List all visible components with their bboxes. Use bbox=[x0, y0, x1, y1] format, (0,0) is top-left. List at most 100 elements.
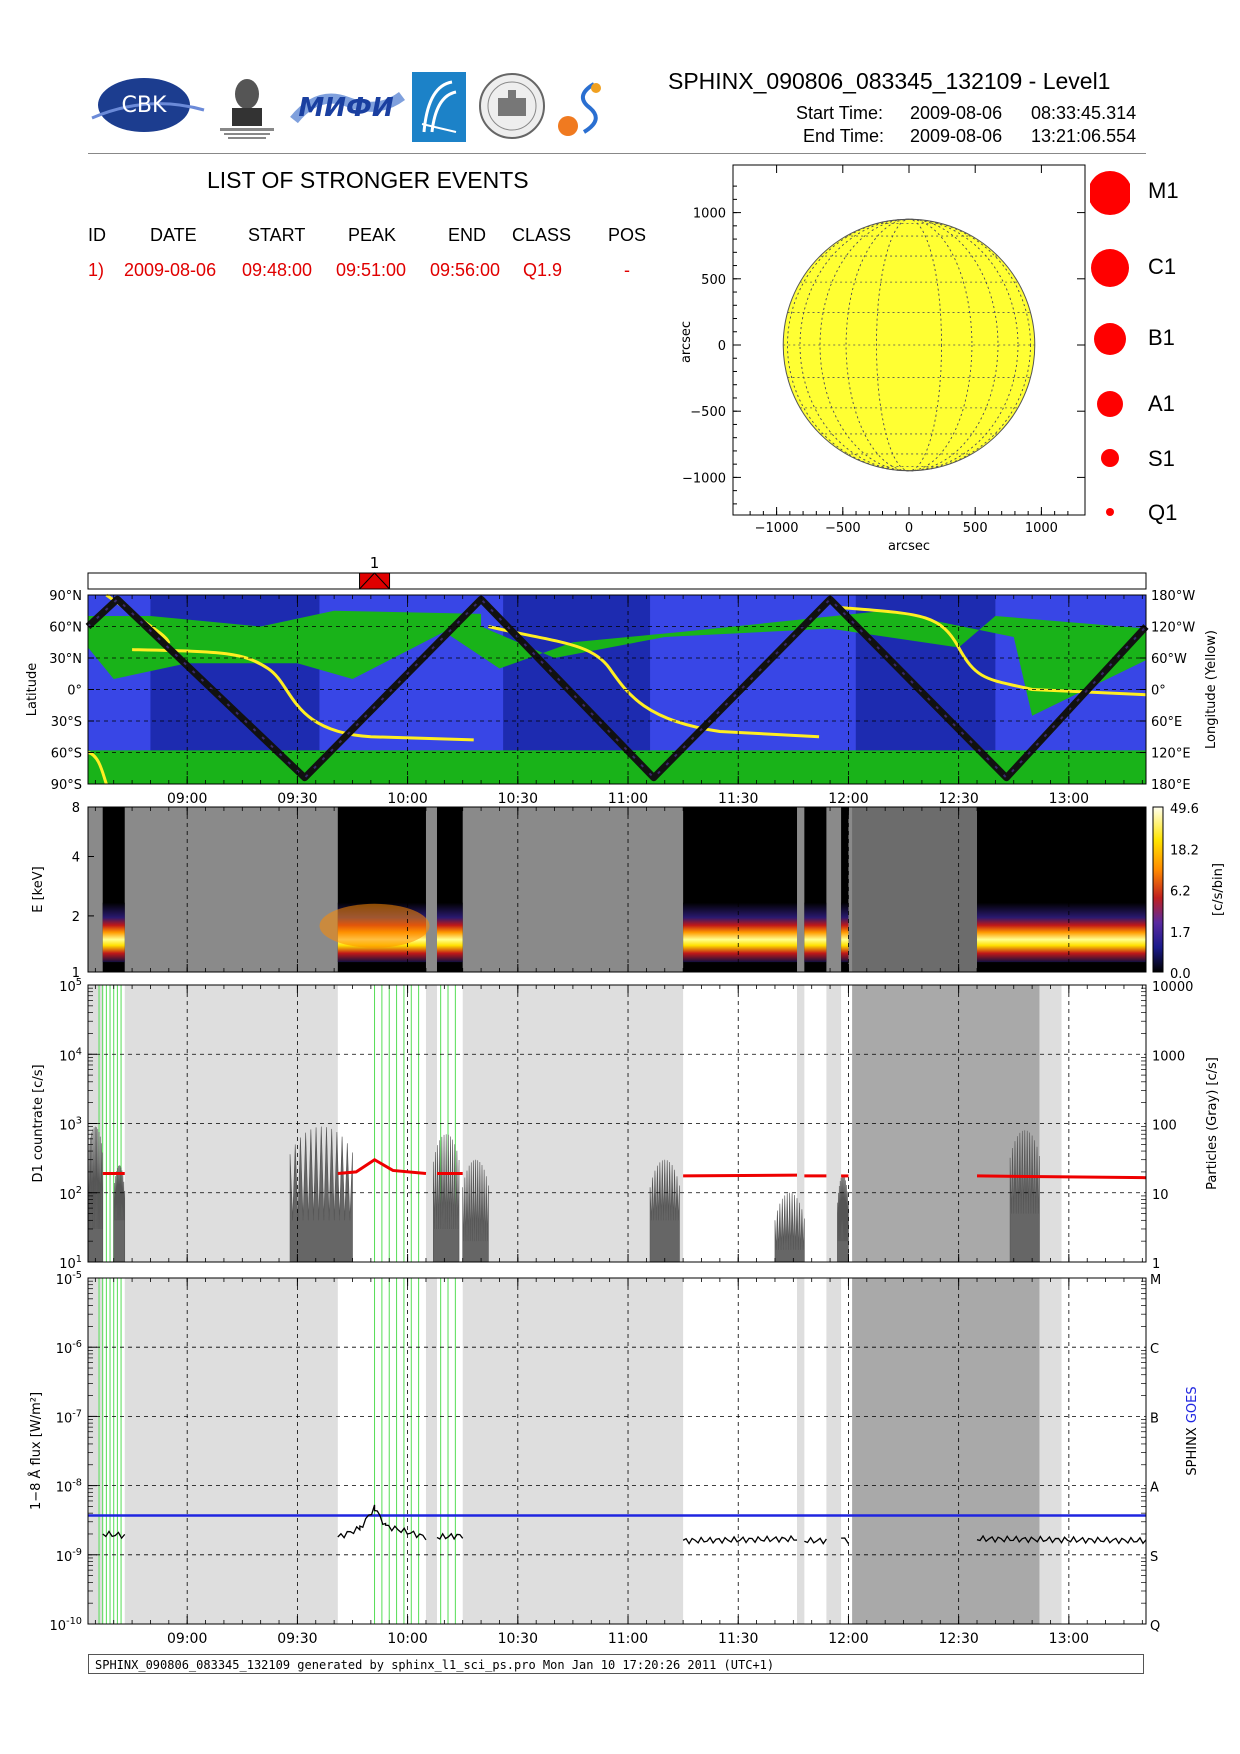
time-tick-label: 10:30 bbox=[498, 791, 538, 807]
orbit-ytick-label: 60°S bbox=[51, 747, 82, 762]
disk-longitude-line bbox=[787, 218, 1031, 472]
cbk-logo-text: CBK bbox=[122, 93, 167, 118]
orbit-logo bbox=[554, 76, 618, 140]
disk-xtick-label: −1000 bbox=[755, 521, 799, 536]
colorbar-tick-label: 18.2 bbox=[1170, 843, 1199, 858]
count-y2tick-label: 1000 bbox=[1152, 1049, 1185, 1064]
col-class: CLASS bbox=[512, 225, 572, 245]
col-date: DATE bbox=[150, 225, 197, 245]
event-class: Q1.9 bbox=[523, 260, 563, 280]
disk-xtick-label: 0 bbox=[905, 521, 913, 536]
count-ylabel: D1 countrate [c/s] bbox=[31, 1064, 46, 1182]
countrate-series bbox=[683, 1173, 798, 1178]
start-date: 2009-08-06 bbox=[910, 103, 1003, 123]
legend-q1: Q1 bbox=[1148, 500, 1178, 525]
time-tick-label: 12:00 bbox=[828, 791, 868, 807]
arc-logo bbox=[412, 72, 466, 142]
flux-legend: SPHINX GOES bbox=[1185, 1386, 1200, 1475]
spectrogram-band bbox=[841, 902, 849, 963]
countrate-series bbox=[337, 1157, 427, 1175]
spec-ytick-label: 1 bbox=[72, 966, 80, 981]
particle-burst bbox=[837, 1175, 849, 1263]
event-peak: 09:51:00 bbox=[336, 260, 407, 280]
time-tick-label: 09:30 bbox=[277, 1631, 317, 1647]
col-start: START bbox=[248, 225, 306, 245]
spectrogram-flare bbox=[319, 903, 430, 948]
shade-light bbox=[1039, 1278, 1062, 1624]
time-tick-label: 10:00 bbox=[387, 791, 427, 807]
count-y2label: Particles (Gray) [c/s] bbox=[1205, 1057, 1220, 1190]
legend-s1: S1 bbox=[1148, 446, 1175, 471]
sphinx-series bbox=[337, 1504, 427, 1541]
longitude-curve-3 bbox=[840, 606, 1147, 697]
flux-class-label: A bbox=[1150, 1481, 1159, 1496]
legend-dot-a1 bbox=[1097, 391, 1123, 417]
spectrogram-band bbox=[977, 902, 1146, 963]
particle-burst bbox=[649, 1159, 680, 1263]
orbit-ytick-label: 90°S bbox=[51, 778, 82, 793]
legend-b1: B1 bbox=[1148, 325, 1175, 350]
flux-class-label: Q bbox=[1150, 1619, 1160, 1634]
count-ytick-label: 102 bbox=[59, 1185, 82, 1203]
orbit-y2label: Longitude (Yellow) bbox=[1204, 630, 1219, 749]
events-title: LIST OF STRONGER EVENTS bbox=[207, 167, 529, 193]
colorbar-tick-label: 0.0 bbox=[1170, 967, 1191, 982]
time-tick-label: 12:00 bbox=[828, 1631, 868, 1647]
orbit-y2tick-label: 120°E bbox=[1151, 747, 1191, 762]
orbit-particle-band-south bbox=[88, 750, 1146, 784]
time-tick-label: 09:00 bbox=[167, 1631, 207, 1647]
colorbar-tick-label: 49.6 bbox=[1170, 802, 1199, 817]
col-end: END bbox=[448, 225, 487, 245]
disk-ylabel: arcsec bbox=[679, 321, 694, 363]
cbk-logo-graphic: CBK bbox=[91, 78, 205, 132]
shade-light bbox=[425, 1278, 437, 1624]
longitude-curve-2 bbox=[488, 625, 820, 739]
flux-ytick-label: 10-6 bbox=[56, 1339, 82, 1357]
spec-ytick-label: 8 bbox=[72, 801, 80, 816]
col-peak: PEAK bbox=[348, 225, 397, 245]
event-marker-label: 1 bbox=[370, 554, 380, 572]
shade-light bbox=[797, 1278, 805, 1624]
disk-ytick-label: −500 bbox=[690, 405, 726, 420]
disk-xtick-label: 1000 bbox=[1025, 521, 1058, 536]
panel-frame bbox=[87, 1277, 1147, 1625]
end-time-value: 13:21:06.554 bbox=[1031, 126, 1137, 146]
sphinx-series bbox=[102, 1530, 126, 1540]
orbit-ytick-label: 0° bbox=[67, 684, 82, 699]
legend-dot-m1 bbox=[1090, 171, 1130, 215]
flux-ytick-label: 10-5 bbox=[56, 1270, 82, 1288]
orbit-ytick-label: 30°N bbox=[49, 652, 82, 667]
orbit-y2tick-label: 60°E bbox=[1151, 715, 1182, 730]
spectrogram-band bbox=[683, 902, 798, 963]
orbit-y2tick-label: 0° bbox=[1151, 684, 1166, 699]
flux-ytick-label: 10-8 bbox=[56, 1478, 82, 1496]
flux-class-label: C bbox=[1150, 1342, 1159, 1357]
orbit-y2tick-label: 180°E bbox=[1151, 778, 1191, 793]
disk-xlabel: arcsec bbox=[888, 539, 930, 554]
spec-ytick-label: 2 bbox=[72, 910, 80, 925]
panel-frame bbox=[87, 806, 1147, 973]
time-series-panels: 1 09:00 09:30 10:00 10:30 11:00 11:30 12:00 12:… bbox=[25, 554, 1226, 1647]
event-marker-triangle bbox=[359, 572, 390, 590]
end-date: 2009-08-06 bbox=[910, 126, 1003, 146]
orbit-particle-region-north bbox=[88, 610, 1146, 716]
event-start: 09:48:00 bbox=[242, 260, 313, 280]
legend-dot-b1 bbox=[1094, 323, 1126, 355]
orbit-y2tick-label: 180°W bbox=[1151, 589, 1195, 604]
legend-dot-c1 bbox=[1091, 249, 1129, 287]
event-pos: - bbox=[624, 260, 630, 280]
spectrogram-band bbox=[102, 902, 125, 963]
count-ytick-label: 105 bbox=[59, 977, 82, 995]
count-ytick-label: 101 bbox=[59, 1254, 82, 1272]
flux-ytick-label: 10-10 bbox=[50, 1616, 82, 1634]
shade-light bbox=[88, 1278, 103, 1624]
shade-dark bbox=[852, 1278, 1040, 1624]
sphinx-series bbox=[976, 1534, 1147, 1545]
disk-ytick-label: 1000 bbox=[693, 207, 726, 222]
legend-m1: M1 bbox=[1148, 178, 1179, 203]
col-id: ID bbox=[88, 225, 106, 245]
disk-ytick-label: 0 bbox=[718, 339, 726, 354]
time-tick-label: 09:30 bbox=[277, 791, 317, 807]
flux-class-label: B bbox=[1150, 1411, 1159, 1426]
start-time-label: Start Time: bbox=[796, 103, 884, 123]
